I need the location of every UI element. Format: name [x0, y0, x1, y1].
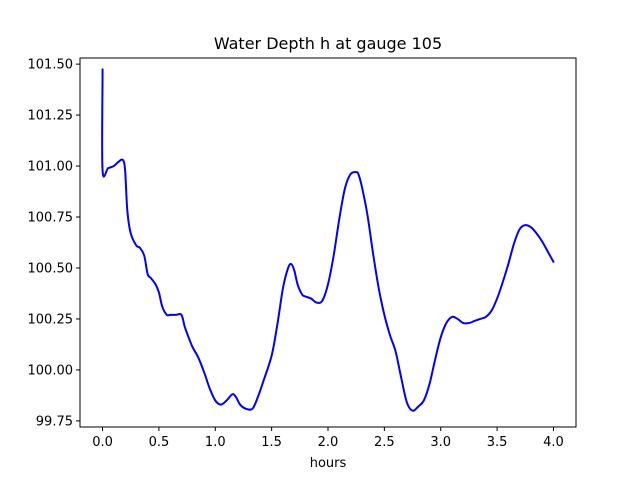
- y-tick-label: 100.00: [28, 363, 74, 378]
- y-tick-label: 100.75: [28, 211, 74, 226]
- water-depth-series-line: [101, 68, 555, 412]
- x-tick-label: 3.0: [430, 435, 451, 450]
- x-tick-label: 2.0: [318, 435, 339, 450]
- y-tick-label: 101.25: [28, 109, 74, 124]
- x-tick-label: 2.5: [374, 435, 395, 450]
- y-tick-label: 101.00: [28, 160, 74, 175]
- x-tick-label: 4.0: [543, 435, 564, 450]
- plot-frame: [79, 57, 577, 428]
- y-tick-label: 99.75: [36, 414, 73, 429]
- y-tick-label: 100.50: [28, 261, 74, 276]
- x-tick-label: 1.5: [261, 435, 282, 450]
- y-axis-ticks: 99.75 100.00 100.25 100.50 100.75 101.00 101.2…: [28, 58, 80, 429]
- y-tick-label: 100.25: [28, 312, 74, 327]
- y-tick-label: 101.50: [28, 58, 74, 73]
- x-tick-label: 0.5: [149, 435, 170, 450]
- x-axis-ticks: 0.0 0.5 1.0 1.5 2.0 2.5 3.0 3.5 4.0: [92, 427, 564, 450]
- chart-title: Water Depth h at gauge 105: [214, 34, 442, 53]
- x-tick-label: 1.0: [205, 435, 226, 450]
- x-tick-label: 3.5: [487, 435, 508, 450]
- x-axis-label: hours: [310, 456, 347, 471]
- x-tick-label: 0.0: [92, 435, 113, 450]
